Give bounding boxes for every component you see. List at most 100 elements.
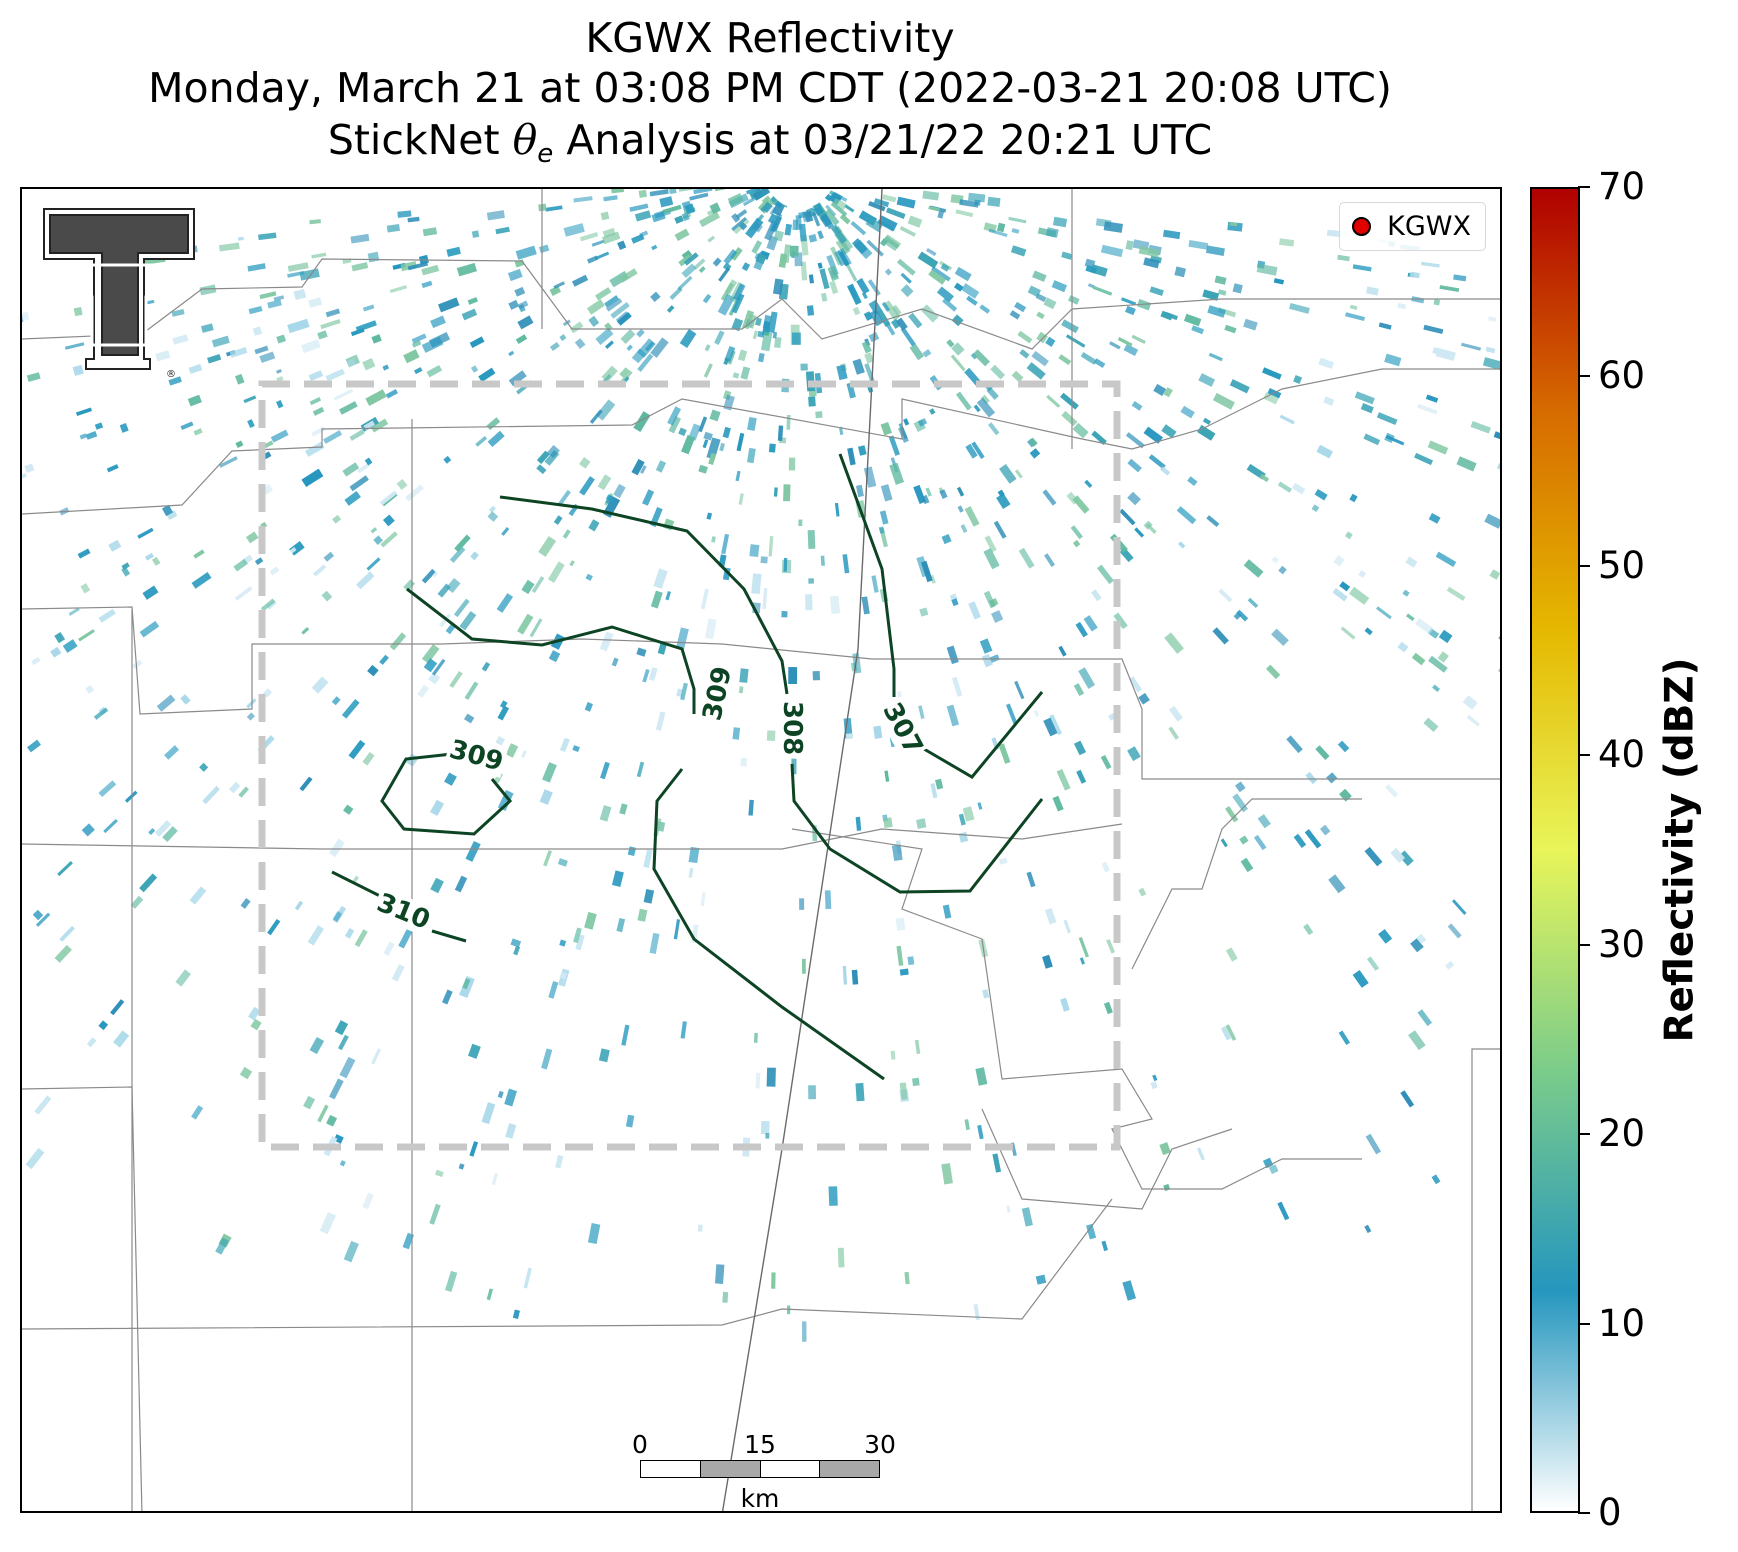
echo-pixel (22, 472, 27, 482)
echo-pixel (1042, 489, 1057, 506)
theta-symbol: θ (512, 116, 538, 164)
echo-pixel (1180, 405, 1195, 419)
echo-pixel (68, 607, 80, 616)
echo-pixel (366, 557, 381, 571)
echo-pixel (619, 268, 638, 283)
echo-pixel (891, 304, 902, 316)
echo-pixel (1428, 513, 1441, 524)
echo-pixel (481, 1102, 496, 1125)
echo-pixel (676, 627, 689, 650)
echo-pixel (370, 527, 378, 534)
echo-pixel (273, 295, 285, 302)
echo-pixel (879, 510, 889, 525)
echo-pixel (700, 892, 706, 906)
echo-pixel (312, 406, 325, 416)
echo-pixel (984, 535, 997, 553)
echo-pixel (812, 671, 821, 681)
echo-pixel (1191, 325, 1205, 335)
echo-pixel (1271, 628, 1289, 647)
echo-pixel (357, 462, 370, 474)
echo-pixel (54, 945, 72, 963)
echo-pixel (856, 484, 864, 498)
echo-pixel (385, 389, 398, 399)
echo-pixel (1344, 531, 1353, 540)
echo-pixel (486, 417, 501, 431)
echo-pixel (792, 219, 798, 231)
echo-pixel (383, 941, 395, 956)
echo-pixel (171, 309, 185, 317)
echo-pixel (852, 358, 865, 375)
echo-pixel (80, 583, 91, 594)
echo-pixel (32, 909, 44, 921)
echo-pixel (616, 917, 626, 933)
echo-pixel (939, 489, 948, 499)
echo-pixel (1044, 553, 1055, 568)
county-line-11 (981, 1108, 1233, 1210)
echo-pixel (958, 813, 966, 826)
echo-pixel (773, 487, 778, 497)
echo-pixel (1138, 245, 1160, 258)
echo-pixel (1273, 278, 1285, 285)
echo-pixel (497, 1090, 504, 1099)
echo-pixel (917, 251, 939, 269)
echo-pixel (605, 340, 614, 349)
echo-pixel (884, 268, 892, 276)
echo-pixel (942, 297, 958, 312)
echo-pixel (976, 397, 996, 418)
echo-pixel (294, 900, 304, 911)
echo-pixel (867, 279, 881, 296)
scale-seg-3 (760, 1461, 821, 1477)
echo-pixel (655, 460, 667, 473)
echo-pixel (896, 196, 916, 209)
echo-pixel (1340, 626, 1356, 640)
echo-pixel (1349, 493, 1358, 503)
echo-pixel (968, 192, 986, 203)
echo-pixel (1096, 564, 1114, 585)
echo-pixel (487, 430, 505, 448)
echo-pixel (557, 489, 571, 506)
radar-site-legend-icon (1352, 217, 1372, 236)
echo-pixel (1061, 319, 1079, 334)
echo-pixel (1006, 1205, 1011, 1213)
echo-pixel (678, 427, 687, 437)
contour-307 (838, 453, 1044, 779)
echo-pixel (499, 700, 508, 709)
echo-pixel (303, 1095, 316, 1110)
echo-pixel (1131, 334, 1146, 344)
echo-pixel (1390, 847, 1405, 863)
echo-pixel (638, 189, 648, 198)
echo-pixel (311, 426, 326, 437)
echo-pixel (486, 1288, 493, 1301)
echo-pixel (774, 336, 782, 349)
echo-pixel (1202, 417, 1212, 425)
echo-pixel (517, 315, 534, 330)
echo-pixel (333, 1134, 344, 1144)
echo-pixel (900, 272, 912, 284)
echo-pixel (1011, 228, 1020, 234)
echo-pixel (1072, 422, 1089, 439)
echo-pixel (703, 431, 713, 441)
scale-bar: 0 15 30 km (620, 1430, 896, 1513)
echo-pixel (888, 435, 900, 456)
echo-pixel (1496, 462, 1500, 474)
echo-pixel (966, 295, 978, 306)
echo-pixel (1205, 245, 1225, 256)
echo-pixel (970, 352, 978, 360)
echo-pixel (693, 258, 706, 270)
echo-pixel (1058, 354, 1072, 366)
echo-pixel (706, 437, 721, 460)
echo-pixel (75, 407, 92, 416)
echo-pixel (1462, 695, 1478, 710)
echo-pixel (698, 464, 708, 474)
echo-pixel (1402, 589, 1410, 597)
echo-pixel (559, 939, 567, 947)
radar-map[interactable]: 310 309 309 308 307 ® KGWX (20, 187, 1502, 1513)
echo-pixel (287, 318, 310, 334)
echo-pixel (723, 249, 738, 265)
echo-pixel (458, 1163, 465, 1170)
echo-pixel (950, 354, 966, 372)
echo-pixel (959, 199, 979, 208)
echo-pixel (714, 1264, 725, 1284)
echo-pixel (912, 1077, 920, 1087)
echo-pixel (215, 1237, 229, 1255)
